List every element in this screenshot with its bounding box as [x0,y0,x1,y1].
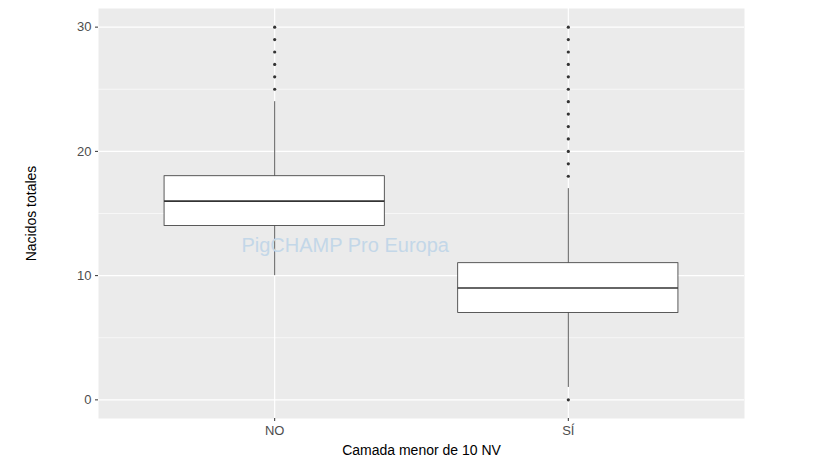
svg-text:20: 20 [77,144,91,159]
svg-text:Camada menor de 10 NV: Camada menor de 10 NV [342,442,501,458]
svg-text:SÍ: SÍ [562,423,575,438]
svg-text:PigCHAMP Pro Europa: PigCHAMP Pro Europa [241,234,449,256]
svg-text:0: 0 [84,392,91,407]
svg-text:NO: NO [265,423,285,438]
svg-text:Nacidos totales: Nacidos totales [23,166,39,262]
svg-text:30: 30 [77,19,91,34]
svg-text:10: 10 [77,268,91,283]
